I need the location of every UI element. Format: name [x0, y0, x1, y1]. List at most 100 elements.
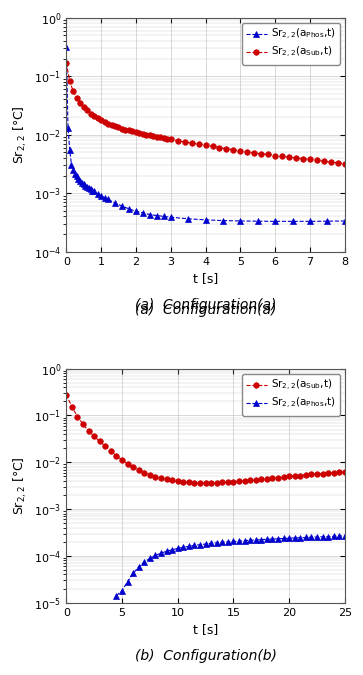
Sr$_{2,2}$(a$_{\mathregular{Phos}}$,t) [276, 535, 280, 543]
Sr$_{2,2}$(a$_{\mathregular{Phos}}$,t) [155, 211, 159, 219]
Sr$_{2,2}$(a$_{\mathregular{Phos}}$,t) [281, 535, 286, 543]
Sr$_{2,2}$(a$_{\mathregular{Phos}}$,t) [326, 533, 330, 541]
Sr$_{2,2}$(a$_{\mathregular{Phos}}$,t) [80, 178, 84, 186]
Sr$_{2,2}$(a$_{\mathregular{Phos}}$,t) [325, 217, 330, 225]
Sr$_{2,2}$(a$_{\mathregular{Phos}}$,t) [99, 192, 103, 200]
Sr$_{2,2}$(a$_{\mathregular{Phos}}$,t) [331, 533, 336, 541]
Sr$_{2,2}$(a$_{\mathregular{Phos}}$,t) [226, 538, 230, 546]
Sr$_{2,2}$(a$_{\mathregular{Phos}}$,t) [343, 217, 347, 225]
Sr$_{2,2}$(a$_{\mathregular{Phos}}$,t) [113, 199, 117, 207]
Sr$_{2,2}$(a$_{\mathregular{Phos}}$,t) [265, 535, 269, 543]
Y-axis label: Sr$_{2,2}$ [°C]: Sr$_{2,2}$ [°C] [11, 105, 29, 164]
Sr$_{2,2}$(a$_{\mathregular{Phos}}$,t) [187, 542, 191, 550]
Sr$_{2,2}$(a$_{\mathregular{Phos}}$,t) [134, 207, 138, 215]
Sr$_{2,2}$(a$_{\mathregular{Phos}}$,t) [162, 213, 166, 221]
Sr$_{2,2}$(a$_{\mathregular{Phos}}$,t) [309, 533, 314, 541]
Sr$_{2,2}$(a$_{\mathregular{Phos}}$,t) [89, 186, 93, 194]
Sr$_{2,2}$(a$_{\mathregular{Phos}}$,t) [85, 183, 89, 191]
Sr$_{2,2}$(a$_{\mathregular{Phos}}$,t) [220, 538, 224, 546]
Sr$_{2,2}$(a$_{\mathregular{Sub}}$,t) [270, 474, 274, 482]
Sr$_{2,2}$(a$_{\mathregular{Phos}}$,t) [120, 202, 124, 210]
Sr$_{2,2}$(a$_{\mathregular{Phos}}$,t) [87, 184, 91, 192]
Sr$_{2,2}$(a$_{\mathregular{Phos}}$,t) [221, 217, 225, 225]
Sr$_{2,2}$(a$_{\mathregular{Phos}}$,t) [90, 186, 94, 194]
Sr$_{2,2}$(a$_{\mathregular{Phos}}$,t) [287, 534, 291, 542]
Line: Sr$_{2,2}$(a$_{\mathregular{Sub}}$,t): Sr$_{2,2}$(a$_{\mathregular{Sub}}$,t) [64, 60, 348, 167]
Sr$_{2,2}$(a$_{\mathregular{Sub}}$,t) [64, 391, 69, 399]
Sr$_{2,2}$(a$_{\mathregular{Phos}}$,t) [209, 539, 213, 547]
Sr$_{2,2}$(a$_{\mathregular{Phos}}$,t) [321, 533, 325, 541]
Sr$_{2,2}$(a$_{\mathregular{Phos}}$,t) [181, 543, 185, 551]
Sr$_{2,2}$(a$_{\mathregular{Phos}}$,t) [273, 217, 277, 225]
Sr$_{2,2}$(a$_{\mathregular{Phos}}$,t) [256, 217, 260, 225]
Sr$_{2,2}$(a$_{\mathregular{Phos}}$,t) [66, 124, 70, 132]
Sr$_{2,2}$(a$_{\mathregular{Phos}}$,t) [186, 215, 190, 223]
Sr$_{2,2}$(a$_{\mathregular{Phos}}$,t) [148, 554, 152, 562]
Sr$_{2,2}$(a$_{\mathregular{Sub}}$,t) [64, 59, 69, 67]
Sr$_{2,2}$(a$_{\mathregular{Phos}}$,t) [76, 175, 81, 183]
Sr$_{2,2}$(a$_{\mathregular{Phos}}$,t) [303, 533, 308, 541]
Sr$_{2,2}$(a$_{\mathregular{Phos}}$,t) [68, 146, 72, 154]
Text: (a)  Configuration(a): (a) Configuration(a) [135, 298, 276, 313]
Sr$_{2,2}$(a$_{\mathregular{Phos}}$,t) [168, 213, 173, 221]
Sr$_{2,2}$(a$_{\mathregular{Phos}}$,t) [259, 535, 264, 543]
Sr$_{2,2}$(a$_{\mathregular{Phos}}$,t) [148, 211, 152, 219]
Sr$_{2,2}$(a$_{\mathregular{Phos}}$,t) [64, 43, 69, 51]
Sr$_{2,2}$(a$_{\mathregular{Sub}}$,t) [337, 468, 342, 477]
Sr$_{2,2}$(a$_{\mathregular{Phos}}$,t) [71, 166, 76, 174]
Sr$_{2,2}$(a$_{\mathregular{Phos}}$,t) [74, 172, 79, 180]
Sr$_{2,2}$(a$_{\mathregular{Phos}}$,t) [159, 549, 163, 558]
Sr$_{2,2}$(a$_{\mathregular{Sub}}$,t) [175, 136, 180, 144]
Sr$_{2,2}$(a$_{\mathregular{Sub}}$,t) [210, 142, 215, 151]
Legend: Sr$_{2,2}$(a$_{\mathregular{Phos}}$,t), Sr$_{2,2}$(a$_{\mathregular{Sub}}$,t): Sr$_{2,2}$(a$_{\mathregular{Phos}}$,t), … [241, 23, 340, 65]
Sr$_{2,2}$(a$_{\mathregular{Phos}}$,t) [231, 537, 236, 545]
Sr$_{2,2}$(a$_{\mathregular{Phos}}$,t) [81, 180, 86, 188]
Sr$_{2,2}$(a$_{\mathregular{Phos}}$,t) [131, 570, 135, 578]
Sr$_{2,2}$(a$_{\mathregular{Phos}}$,t) [120, 587, 124, 595]
Sr$_{2,2}$(a$_{\mathregular{Phos}}$,t) [102, 194, 107, 202]
Sr$_{2,2}$(a$_{\mathregular{Phos}}$,t) [203, 540, 208, 548]
Line: Sr$_{2,2}$(a$_{\mathregular{Phos}}$,t): Sr$_{2,2}$(a$_{\mathregular{Phos}}$,t) [114, 533, 348, 599]
Line: Sr$_{2,2}$(a$_{\mathregular{Sub}}$,t): Sr$_{2,2}$(a$_{\mathregular{Sub}}$,t) [64, 392, 348, 486]
Sr$_{2,2}$(a$_{\mathregular{Phos}}$,t) [136, 563, 141, 571]
Sr$_{2,2}$(a$_{\mathregular{Sub}}$,t) [153, 472, 158, 481]
Sr$_{2,2}$(a$_{\mathregular{Sub}}$,t) [252, 148, 257, 157]
Sr$_{2,2}$(a$_{\mathregular{Phos}}$,t) [73, 169, 77, 178]
Y-axis label: Sr$_{2,2}$ [°C]: Sr$_{2,2}$ [°C] [11, 456, 29, 515]
Sr$_{2,2}$(a$_{\mathregular{Phos}}$,t) [198, 541, 202, 549]
Sr$_{2,2}$(a$_{\mathregular{Phos}}$,t) [95, 190, 100, 198]
Sr$_{2,2}$(a$_{\mathregular{Phos}}$,t) [141, 209, 145, 217]
Sr$_{2,2}$(a$_{\mathregular{Phos}}$,t) [248, 536, 252, 544]
Sr$_{2,2}$(a$_{\mathregular{Phos}}$,t) [153, 551, 158, 560]
Sr$_{2,2}$(a$_{\mathregular{Sub}}$,t) [68, 77, 72, 85]
Sr$_{2,2}$(a$_{\mathregular{Sub}}$,t) [343, 468, 347, 476]
Sr$_{2,2}$(a$_{\mathregular{Sub}}$,t) [192, 479, 197, 487]
Sr$_{2,2}$(a$_{\mathregular{Sub}}$,t) [148, 470, 152, 479]
Sr$_{2,2}$(a$_{\mathregular{Phos}}$,t) [175, 545, 180, 553]
Sr$_{2,2}$(a$_{\mathregular{Sub}}$,t) [343, 159, 347, 167]
Sr$_{2,2}$(a$_{\mathregular{Phos}}$,t) [92, 188, 96, 196]
Sr$_{2,2}$(a$_{\mathregular{Phos}}$,t) [164, 547, 169, 556]
Sr$_{2,2}$(a$_{\mathregular{Phos}}$,t) [78, 177, 82, 185]
Sr$_{2,2}$(a$_{\mathregular{Phos}}$,t) [106, 196, 110, 204]
Sr$_{2,2}$(a$_{\mathregular{Sub}}$,t) [196, 140, 201, 148]
Sr$_{2,2}$(a$_{\mathregular{Phos}}$,t) [237, 537, 241, 545]
Sr$_{2,2}$(a$_{\mathregular{Phos}}$,t) [308, 217, 312, 225]
Sr$_{2,2}$(a$_{\mathregular{Phos}}$,t) [192, 541, 197, 549]
Line: Sr$_{2,2}$(a$_{\mathregular{Phos}}$,t): Sr$_{2,2}$(a$_{\mathregular{Phos}}$,t) [64, 44, 348, 224]
Sr$_{2,2}$(a$_{\mathregular{Phos}}$,t) [215, 539, 219, 547]
Sr$_{2,2}$(a$_{\mathregular{Phos}}$,t) [69, 161, 74, 169]
Sr$_{2,2}$(a$_{\mathregular{Phos}}$,t) [242, 537, 247, 545]
Sr$_{2,2}$(a$_{\mathregular{Phos}}$,t) [170, 545, 174, 554]
Sr$_{2,2}$(a$_{\mathregular{Phos}}$,t) [142, 558, 146, 566]
Legend: Sr$_{2,2}$(a$_{\mathregular{Sub}}$,t), Sr$_{2,2}$(a$_{\mathregular{Phos}}$,t): Sr$_{2,2}$(a$_{\mathregular{Sub}}$,t), S… [241, 374, 340, 416]
Sr$_{2,2}$(a$_{\mathregular{Phos}}$,t) [290, 217, 295, 225]
Sr$_{2,2}$(a$_{\mathregular{Phos}}$,t) [337, 532, 342, 540]
Sr$_{2,2}$(a$_{\mathregular{Phos}}$,t) [270, 535, 274, 543]
Sr$_{2,2}$(a$_{\mathregular{Phos}}$,t) [83, 182, 87, 190]
Sr$_{2,2}$(a$_{\mathregular{Phos}}$,t) [253, 536, 258, 544]
Sr$_{2,2}$(a$_{\mathregular{Phos}}$,t) [125, 578, 130, 586]
Sr$_{2,2}$(a$_{\mathregular{Phos}}$,t) [298, 534, 302, 542]
Sr$_{2,2}$(a$_{\mathregular{Phos}}$,t) [238, 217, 242, 225]
Sr$_{2,2}$(a$_{\mathregular{Sub}}$,t) [134, 128, 138, 136]
